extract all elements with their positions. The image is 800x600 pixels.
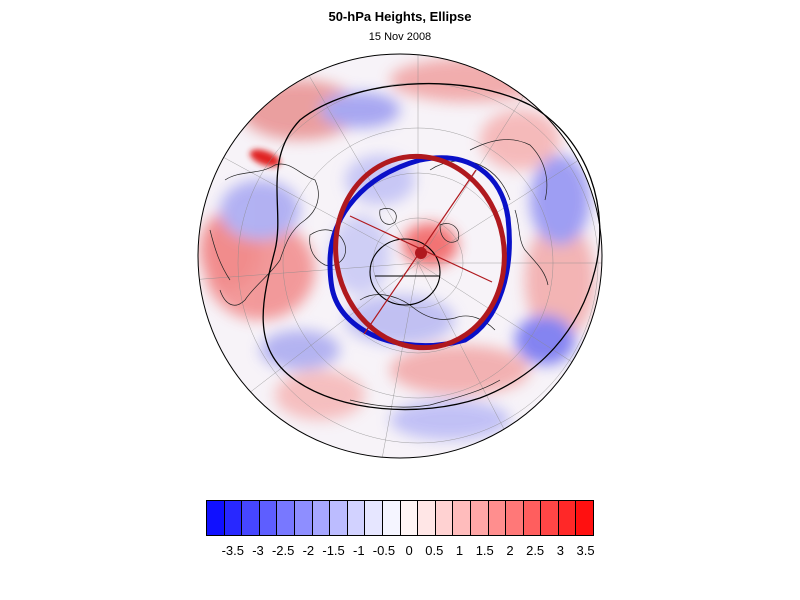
colorbar-segment [400,501,419,535]
colorbar-segment [506,501,524,535]
colorbar-segment [488,501,507,535]
colorbar-segment [453,501,471,535]
colorbar-tick-label: 0.5 [425,543,444,558]
colorbar-tick-label: 0 [405,543,413,558]
colorbar-tick-label: -2 [302,543,315,558]
colorbar-segment [435,501,454,535]
colorbar-segment [470,501,489,535]
colorbar-segment [224,501,243,535]
colorbar-tick-label: 2.5 [526,543,545,558]
ellipse-centroid-marker [415,247,427,259]
colorbar-segment [523,501,542,535]
colorbar-segment [365,501,383,535]
colorbar-segment [576,501,594,535]
colorbar-segment [347,501,366,535]
fitted-ellipse [333,153,507,351]
colorbar-segment [312,501,331,535]
colorbar-tick-label: -1.5 [322,543,345,558]
colorbar-segment [259,501,278,535]
colorbar-segment [242,501,260,535]
map-date: 15 Nov 2008 [368,31,432,43]
colorbar-tick-label: 1.5 [475,543,494,558]
colorbar-segment [541,501,559,535]
height-contours [262,82,601,411]
map-title: 50-hPa Heights, Ellipse [328,9,472,24]
colorbar-tick-label: 3 [556,543,564,558]
colorbar-segment [558,501,577,535]
colorbar-segment [277,501,295,535]
colorbar-tick-label: -0.5 [372,543,396,558]
colorbar-tick-label: -2.5 [271,543,295,558]
colorbar-tick-label: -3.5 [221,543,244,558]
colorbar-tick-label: 2 [506,543,514,558]
colorbar-segment [294,501,313,535]
map-boundary [197,53,603,459]
blue-vortex-edge-contour [327,155,512,348]
colorbar-segment [330,501,348,535]
vortex-overlay [327,153,512,351]
colorbar-segment [418,501,436,535]
colorbar-tick-label: 3.5 [576,543,595,558]
colorbar-segment [382,501,401,535]
colorbar-tick-label: -1 [352,543,365,558]
colorbar-tick-label: -3 [252,543,264,558]
colorbar-labels: -3.5 -3 -2.5 -2 -1.5 -1 -0.5 0 0.5 1 1.5 2 2.5 3 3.5 [0,543,800,563]
colorbar-segment [207,501,225,535]
colorbar [206,500,594,536]
anomaly-field [198,54,602,458]
colorbar-tick-label: 1 [455,543,464,558]
